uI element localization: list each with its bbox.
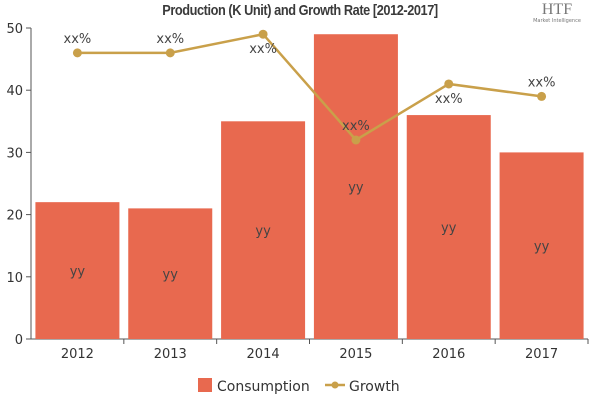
growth-point-2015 [351, 135, 361, 145]
htf-logo: HTF Market Intelligence [528, 2, 586, 28]
growth-label: xx% [249, 42, 277, 57]
bar-2014 [221, 121, 306, 339]
bar-label: yy [441, 221, 457, 236]
x-tick-label: 2016 [432, 347, 465, 362]
growth-point-2012 [72, 48, 82, 58]
x-tick-label: 2012 [61, 347, 94, 362]
logo-subtext: Market Intelligence [533, 18, 581, 24]
logo-text: HTF [541, 1, 573, 18]
y-tick-label: 40 [6, 84, 23, 99]
y-tick-label: 50 [6, 22, 23, 37]
bar-label: yy [255, 224, 271, 239]
bar-2017 [499, 152, 584, 339]
growth-label: xx% [528, 75, 556, 90]
x-tick-label: 2017 [525, 347, 558, 362]
bar-2015 [313, 34, 398, 339]
bar-2016 [406, 115, 491, 339]
bar-label: yy [70, 265, 86, 280]
x-tick-label: 2014 [247, 347, 280, 362]
bar-2013 [128, 208, 213, 339]
bar-2012 [35, 202, 120, 339]
y-tick-label: 20 [6, 209, 23, 224]
growth-label: xx% [64, 32, 92, 47]
y-tick-label: 0 [15, 333, 23, 348]
growth-label: xx% [435, 92, 463, 107]
legend-growth-label: Growth [349, 379, 400, 395]
growth-point-2013 [165, 48, 175, 58]
legend-growth-marker [331, 381, 339, 389]
growth-label: xx% [156, 32, 184, 47]
growth-point-2016 [444, 79, 454, 89]
growth-label: xx% [342, 119, 370, 134]
y-tick-label: 30 [6, 146, 23, 161]
x-tick-label: 2013 [154, 347, 187, 362]
chart-title: Production (K Unit) and Growth Rate [201… [162, 2, 438, 19]
bar-label: yy [163, 268, 179, 283]
y-tick-label: 10 [6, 271, 23, 286]
legend-consumption-label: Consumption [217, 379, 310, 395]
growth-point-2017 [537, 91, 547, 101]
bar-label: yy [534, 240, 550, 255]
bar-label: yy [348, 181, 364, 196]
x-tick-label: 2015 [339, 347, 372, 362]
growth-point-2014 [258, 29, 268, 39]
legend-consumption-swatch [198, 378, 212, 392]
growth-line [77, 32, 542, 142]
